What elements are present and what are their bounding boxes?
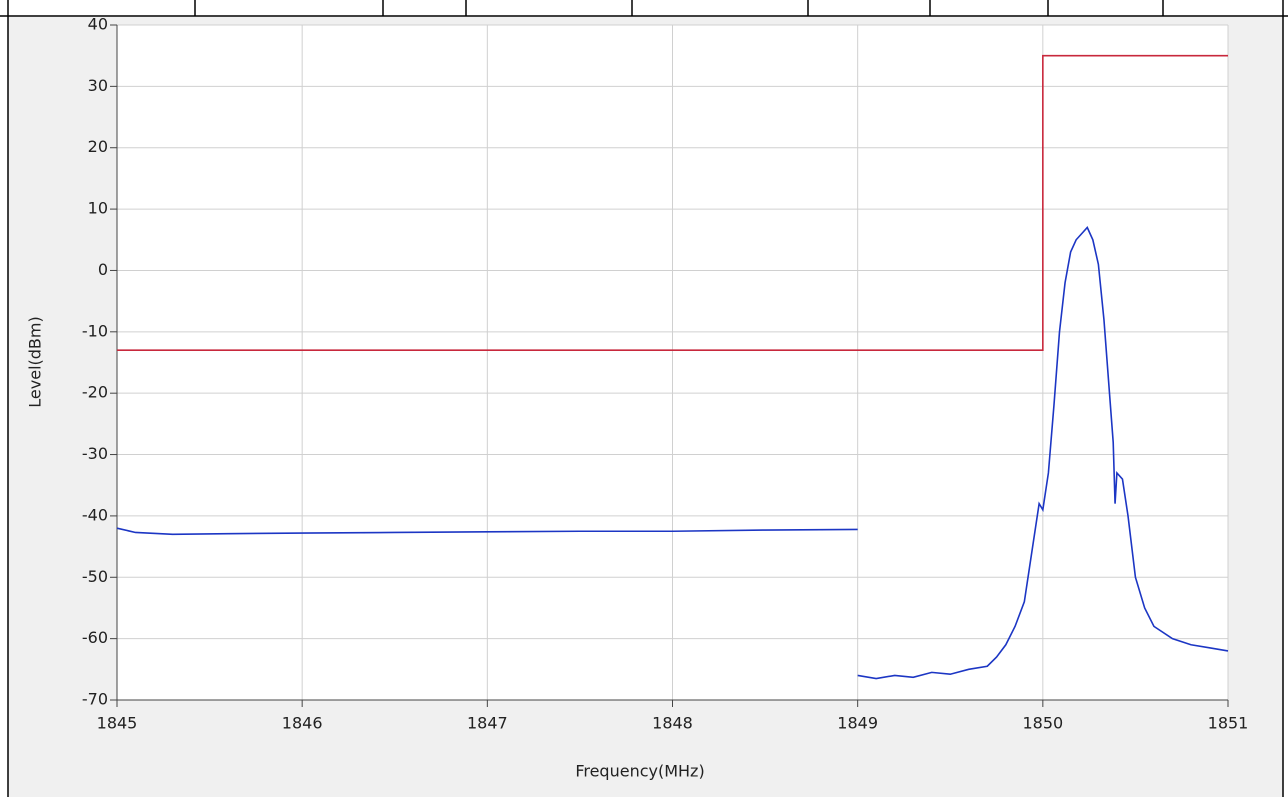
x-tick-label: 1849 [837, 714, 878, 733]
x-tick-label: 1851 [1208, 714, 1249, 733]
series-line [116, 226, 1229, 680]
x-axis-label: Frequency(MHz) [575, 762, 704, 781]
y-tick-label: -70 [82, 690, 108, 709]
y-tick-label: 0 [98, 260, 108, 279]
x-tick-label: 1845 [97, 714, 138, 733]
y-tick-label: -50 [82, 567, 108, 586]
x-tick-label: 1847 [467, 714, 508, 733]
y-tick-label: 30 [88, 76, 108, 95]
y-tick-label: -30 [82, 444, 108, 463]
x-tick-label: 1848 [652, 714, 693, 733]
y-tick-label: 10 [88, 199, 108, 218]
y-tick-label: -40 [82, 505, 108, 524]
series-line [117, 54, 1228, 352]
y-axis-label: Level(dBm) [26, 316, 45, 407]
y-tick-label: -20 [82, 383, 108, 402]
y-tick-label: -10 [82, 321, 108, 340]
x-tick-label: 1850 [1022, 714, 1063, 733]
y-tick-label: -60 [82, 628, 108, 647]
x-tick-label: 1846 [282, 714, 323, 733]
y-tick-label: 40 [88, 15, 108, 34]
y-tick-label: 20 [88, 137, 108, 156]
